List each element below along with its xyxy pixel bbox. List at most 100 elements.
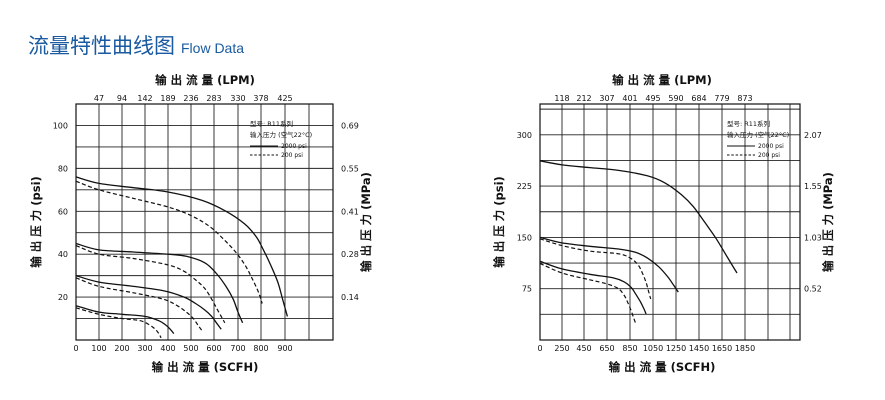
y-tick-label: 150	[517, 233, 532, 242]
right-tick-label: 0.41	[341, 207, 359, 216]
series-line-4-solid	[539, 260, 647, 315]
x-tick-label: 450	[576, 344, 591, 353]
series-line-5-solid	[75, 274, 222, 330]
legend-model-text: 型号: R11系列	[727, 119, 770, 128]
legend-entry-label: 200 psi	[281, 152, 303, 159]
page-title-english: Flow Data	[181, 40, 245, 56]
x-tick-label: 800	[253, 344, 268, 353]
y-tick-label: 80	[58, 164, 68, 173]
top-tick-label: 283	[206, 94, 221, 103]
top-tick-label: 94	[117, 94, 127, 103]
top-tick-label: 118	[554, 94, 569, 103]
grid	[75, 103, 334, 341]
x-axis-label: 输 出 流 量 (SCFH)	[609, 360, 716, 374]
x-tick-label: 250	[554, 344, 569, 353]
top-axis-label: 输 出 流 量 (LPM)	[155, 73, 255, 87]
x-tick-label: 1650	[712, 344, 732, 353]
series-line-6-dashed	[75, 277, 203, 332]
legend-entry-label: 2000 psi	[758, 143, 784, 150]
top-tick-label: 425	[277, 94, 292, 103]
top-tick-label: 189	[160, 94, 175, 103]
series-line-3-dashed	[539, 238, 652, 300]
top-tick-label: 330	[230, 94, 245, 103]
y-tick-label: 60	[58, 207, 68, 216]
right-axis-label: 输 出 压 力 (MPa)	[359, 172, 373, 272]
x-tick-label: 700	[230, 344, 245, 353]
top-tick-label: 873	[737, 94, 752, 103]
x-tick-label: 400	[160, 344, 175, 353]
legend-input-pressure-text: 输入压力 (空气22°C)	[727, 130, 789, 139]
x-tick-label: 200	[114, 344, 129, 353]
x-tick-label: 1850	[735, 344, 755, 353]
x-tick-label: 900	[277, 344, 292, 353]
grid	[539, 103, 801, 341]
series-line-8-dashed	[75, 307, 162, 339]
y-tick-label: 20	[58, 293, 68, 302]
x-tick-label: 850	[622, 344, 637, 353]
right-tick-label: 0.28	[341, 250, 359, 259]
legend-entry-label: 2000 psi	[281, 143, 307, 150]
y-ticks: 20 40 60 80 100	[53, 121, 68, 302]
top-axis-label: 输 出 流 量 (LPM)	[612, 73, 712, 87]
top-tick-label: 401	[622, 94, 637, 103]
series-curves	[539, 160, 738, 324]
series-line-5-dashed	[539, 262, 637, 324]
x-axis-label: 输 出 流 量 (SCFH)	[152, 360, 259, 374]
x-tick-label: 1450	[689, 344, 709, 353]
chart-1: 输 出 流 量 (LPM) 47 94 142 189 236 283 330 378 425 0 1…	[29, 73, 373, 374]
x-tick-label: 1250	[666, 344, 686, 353]
x-tick-label: 1050	[643, 344, 663, 353]
x-tick-label: 0	[537, 344, 542, 353]
plot-frame	[75, 103, 334, 341]
top-tick-label: 307	[599, 94, 614, 103]
chart-2: 输 出 流 量 (LPM) 118 212 307 401 495 590 684 779 873…	[492, 73, 835, 374]
top-tick-label: 684	[691, 94, 706, 103]
series-line-1-solid	[75, 176, 289, 317]
right-tick-label: 1.03	[804, 233, 822, 242]
y-axis-label: 输 出 压 力 (psi)	[29, 176, 43, 268]
plot-frame	[539, 103, 801, 341]
y-tick-label: 300	[517, 131, 532, 140]
y-tick-label: 100	[53, 121, 68, 130]
top-tick-label: 378	[253, 94, 268, 103]
top-tick-label: 495	[645, 94, 660, 103]
x-tick-label: 100	[91, 344, 106, 353]
series-line-1-solid	[539, 160, 738, 274]
series-line-3-solid	[75, 242, 244, 324]
right-tick-label: 1.55	[804, 182, 822, 191]
y-tick-label: 40	[58, 250, 68, 259]
top-tick-label: 779	[714, 94, 729, 103]
y-tick-label: 75	[522, 285, 532, 294]
x-tick-label: 650	[599, 344, 614, 353]
top-tick-label: 142	[137, 94, 152, 103]
right-tick-label: 0.52	[804, 285, 822, 294]
top-tick-label: 590	[668, 94, 683, 103]
y-tick-label: 225	[517, 182, 532, 191]
x-tick-label: 600	[206, 344, 221, 353]
legend-input-pressure-text: 输入压力 (空气22°C)	[250, 130, 312, 139]
right-tick-label: 2.07	[804, 131, 822, 140]
right-tick-label: 0.14	[341, 293, 359, 302]
series-line-7-solid	[75, 305, 175, 334]
series-curves	[75, 176, 289, 339]
top-tick-label: 47	[94, 94, 104, 103]
right-tick-label: 0.55	[341, 164, 359, 173]
x-tick-label: 500	[183, 344, 198, 353]
right-axis-label: 输 出 压 力 (MPa)	[821, 172, 835, 272]
top-tick-label: 212	[576, 94, 591, 103]
legend-model-text: 型号: R11系列	[250, 119, 293, 128]
x-tick-label: 0	[73, 344, 78, 353]
series-line-2-solid	[539, 236, 679, 293]
legend-entry-label: 200 psi	[758, 152, 780, 159]
series-line-2-dashed	[75, 180, 263, 304]
y-axis-label: 输 出 压 力 (psi)	[492, 176, 506, 268]
right-tick-label: 0.69	[341, 121, 359, 130]
x-tick-label: 300	[137, 344, 152, 353]
page-title: 流量特性曲线图 Flow Data	[28, 30, 244, 60]
y-ticks: 75 150 225 300	[517, 131, 532, 294]
page-title-chinese: 流量特性曲线图	[28, 34, 175, 58]
series-line-4-dashed	[75, 245, 226, 324]
